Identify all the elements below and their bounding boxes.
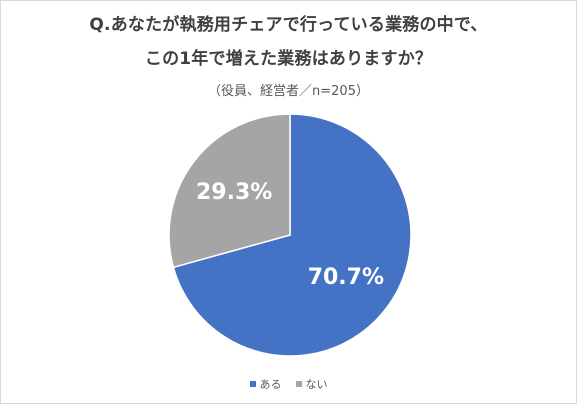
legend: ある ない — [0, 376, 577, 392]
pie-slice-2 — [168, 113, 291, 269]
chart-title-line1: Q.あなたが執務用チェアで行っている業務の中で、 — [89, 15, 488, 35]
data-label-2: 29.3% — [196, 180, 272, 205]
legend-swatch-1 — [249, 381, 256, 387]
pie-slice-1 — [172, 113, 412, 357]
legend-label-1: ある — [259, 378, 282, 391]
legend-item-1: ある — [249, 376, 282, 392]
chart-title-line2: この1年で増えた業務はありますか？ — [144, 49, 433, 69]
legend-label-2: ない — [305, 378, 328, 391]
chart-subtitle: （役員、経営者／n=205） — [208, 84, 369, 99]
legend-swatch-2 — [295, 381, 302, 387]
data-label-1: 70.7% — [308, 265, 384, 290]
legend-item-2: ない — [295, 376, 328, 392]
